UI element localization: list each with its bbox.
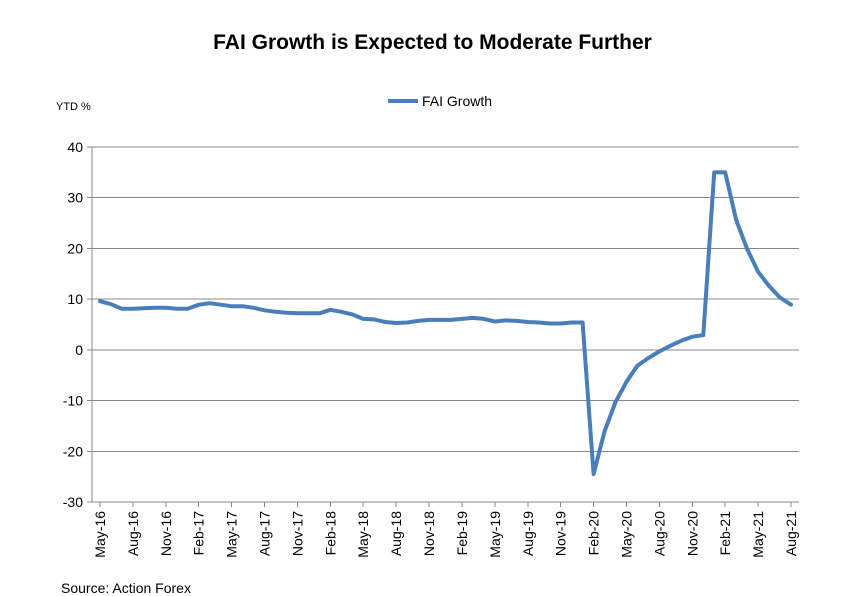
y-axis-unit-label: YTD % <box>56 101 91 113</box>
x-tick-label: May-19 <box>487 511 503 558</box>
y-tick-label: -10 <box>63 393 83 409</box>
source-note: Source: Action Forex <box>61 580 191 596</box>
y-tick-label: 10 <box>67 291 83 307</box>
legend: FAI Growth <box>388 92 492 110</box>
y-tick-label: -30 <box>63 494 83 510</box>
x-tick-label: Nov-20 <box>684 511 700 556</box>
x-tick-label: Aug-18 <box>388 511 404 556</box>
x-tick-label: Nov-16 <box>158 511 174 556</box>
y-tick-label: 30 <box>67 190 83 206</box>
series-line-fai-growth <box>98 170 793 477</box>
y-tick-label: -20 <box>63 443 83 459</box>
x-tick-label: Aug-19 <box>520 511 536 556</box>
x-tick-label: Nov-17 <box>289 511 305 556</box>
x-tick-label: Feb-19 <box>454 511 470 556</box>
x-tick-label: Nov-18 <box>421 511 437 556</box>
x-tick-label: Feb-20 <box>586 511 602 556</box>
y-tick-label: 20 <box>67 240 83 256</box>
x-tick-label: Feb-17 <box>191 511 207 556</box>
chart-title: FAI Growth is Expected to Moderate Furth… <box>213 31 652 54</box>
x-tick-label: Feb-18 <box>322 511 338 556</box>
x-tick-label: Aug-16 <box>125 511 141 556</box>
x-tick-label: Nov-19 <box>553 511 569 556</box>
x-tick-label: May-20 <box>618 511 634 558</box>
x-tick-label: Feb-21 <box>717 511 733 556</box>
x-tick-label: May-21 <box>750 511 766 558</box>
legend-line-swatch <box>388 99 418 103</box>
y-tick-label: 40 <box>67 139 83 155</box>
x-tick-label: Aug-21 <box>783 511 799 556</box>
x-tick-label: May-16 <box>92 511 108 558</box>
x-tick-label: May-18 <box>355 511 371 558</box>
x-tick-label: May-17 <box>224 511 240 558</box>
y-tick-label: 0 <box>75 342 83 358</box>
x-tick-label: Aug-17 <box>257 511 273 556</box>
x-tick-label: Aug-20 <box>651 511 667 556</box>
legend-label: FAI Growth <box>422 93 493 109</box>
